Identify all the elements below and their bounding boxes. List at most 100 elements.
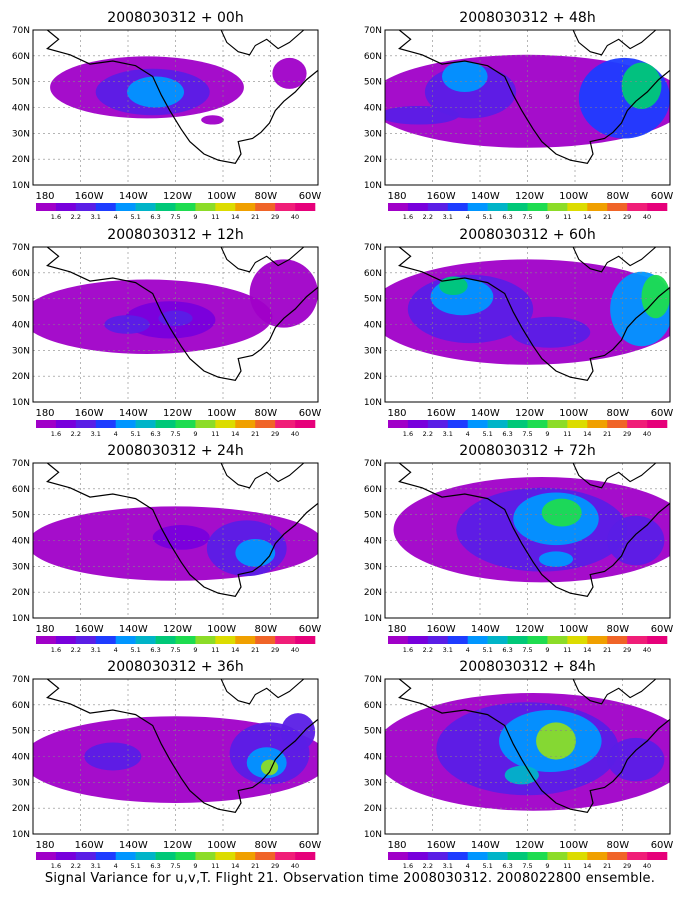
colorbar-label: 4 [114, 862, 118, 870]
longitude-label: 180 [387, 408, 406, 419]
colorbar-label: 21 [603, 213, 611, 221]
colorbar-label: 4 [466, 862, 470, 870]
colorbar-label: 2.2 [71, 646, 81, 654]
latitude-label: 30N [12, 562, 30, 572]
colorbar-swatch [135, 636, 156, 644]
colorbar-swatch [36, 420, 57, 428]
colorbar-label: 7.5 [522, 430, 532, 438]
colorbar-label: 29 [623, 430, 631, 438]
colorbar-swatch [275, 636, 296, 644]
latitude-label: 10N [12, 181, 30, 191]
latitude-label: 10N [12, 398, 30, 408]
latitude-label: 70N [364, 26, 382, 36]
longitude-label: 160W [75, 624, 104, 635]
colorbar-swatch [467, 203, 488, 211]
latitude-label: 10N [364, 398, 382, 408]
longitude-label: 60W [651, 408, 674, 419]
map-frame [384, 29, 671, 186]
longitude-label: 100W [207, 840, 236, 851]
colorbar-label: 2.2 [71, 430, 81, 438]
longitude-label: 100W [559, 191, 588, 202]
colorbar-swatch [55, 420, 77, 428]
colorbar-label: 9 [193, 862, 197, 870]
latitude-label: 20N [12, 372, 30, 382]
colorbar-swatch [255, 203, 276, 211]
variance-shading [201, 115, 224, 125]
latitude-label: 30N [12, 129, 30, 139]
colorbar-label: 5.1 [130, 862, 140, 870]
coastline [220, 30, 305, 56]
colorbar-label: 3.1 [91, 430, 101, 438]
coastline [220, 463, 305, 489]
latitude-label: 50N [12, 511, 30, 521]
latitude-label: 10N [12, 830, 30, 840]
variance-shading [538, 551, 574, 567]
variance-shading [272, 57, 307, 89]
colorbar: 1.6 2.2 3.1 4 5.1 6.3 7.5 9 11 14 21 29 40 [388, 636, 668, 654]
colorbar-label: 11 [211, 430, 219, 438]
colorbar-label: 11 [211, 862, 219, 870]
colorbar-label: 6.3 [502, 213, 512, 221]
variance-shading [235, 538, 276, 567]
colorbar-label: 11 [211, 213, 219, 221]
longitude-label: 60W [651, 191, 674, 202]
longitude-label: 140W [119, 408, 148, 419]
colorbar-swatch [55, 636, 77, 644]
colorbar-label: 3.1 [443, 213, 453, 221]
longitude-label: 140W [119, 624, 148, 635]
longitude-label: 120W [515, 840, 544, 851]
longitude-label: 140W [471, 191, 500, 202]
coastline [46, 463, 318, 597]
latitude-label: 30N [364, 129, 382, 139]
longitude-label: 180 [35, 191, 54, 202]
longitude-label: 180 [35, 624, 54, 635]
latitude-label: 60N [12, 701, 30, 711]
latitude-label: 60N [12, 269, 30, 279]
coastline [220, 247, 305, 273]
colorbar-label: 21 [251, 213, 259, 221]
variance-shading [249, 259, 318, 328]
colorbar-label: 14 [231, 213, 239, 221]
colorbar-swatch [487, 636, 508, 644]
colorbar-swatch [627, 636, 648, 644]
colorbar-label: 11 [563, 862, 571, 870]
latitude-label: 50N [364, 511, 382, 521]
latitude-label: 70N [12, 459, 30, 469]
colorbar-swatch [547, 203, 568, 211]
latitude-label: 40N [364, 321, 382, 331]
colorbar-swatch [36, 636, 57, 644]
longitude-label: 80W [607, 191, 630, 202]
longitude-label: 60W [651, 840, 674, 851]
colorbar-label: 7.5 [522, 646, 532, 654]
colorbar-swatch [275, 203, 296, 211]
colorbar-swatch [607, 636, 628, 644]
longitude-label: 160W [75, 408, 104, 419]
latitude-label: 60N [364, 485, 382, 495]
colorbar-label: 1.6 [51, 430, 61, 438]
panel-title: 2008030312 + 00h [107, 10, 243, 26]
colorbar-swatch [255, 420, 276, 428]
latitude-label: 40N [12, 537, 30, 547]
colorbar-swatch [447, 420, 469, 428]
colorbar-swatch [235, 420, 256, 428]
longitude-label: 180 [387, 624, 406, 635]
latitude-label: 40N [364, 537, 382, 547]
longitude-label: 140W [119, 840, 148, 851]
colorbar-label: 9 [545, 646, 549, 654]
latitude-label: 30N [12, 346, 30, 356]
variance-shading [104, 315, 150, 334]
latitude-label: 70N [12, 243, 30, 253]
colorbar-swatch [75, 420, 97, 428]
panel-title: 2008030312 + 12h [107, 227, 243, 243]
map-frame [384, 246, 671, 403]
longitude-label: 180 [35, 408, 54, 419]
colorbar-swatch [175, 203, 196, 211]
colorbar-label: 7.5 [522, 213, 532, 221]
colorbar-label: 9 [193, 430, 197, 438]
latitude-label: 10N [364, 830, 382, 840]
colorbar-swatch [215, 852, 236, 860]
latitude-label: 60N [12, 52, 30, 62]
coastline [398, 679, 670, 813]
colorbar-swatch [647, 852, 668, 860]
colorbar-label: 2.2 [71, 213, 81, 221]
